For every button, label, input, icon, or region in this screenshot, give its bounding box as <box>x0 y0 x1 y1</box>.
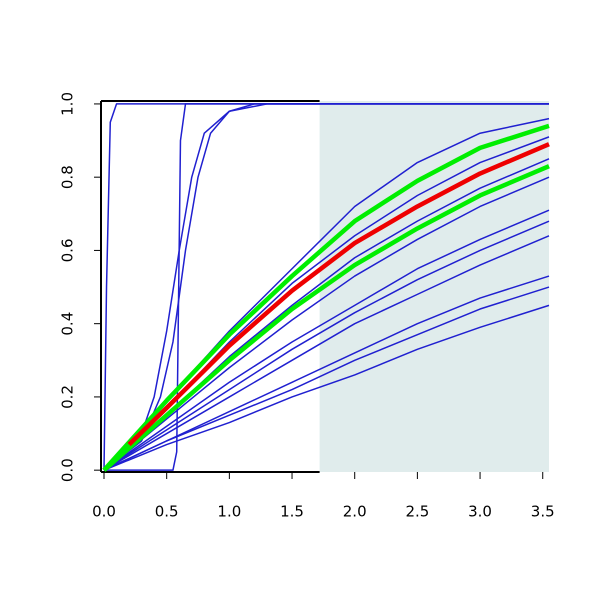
x-tick-label: 2.0 <box>343 503 367 521</box>
y-tick-label: 1.0 <box>59 92 77 116</box>
x-tick-label: 2.5 <box>405 503 429 521</box>
x-tick-label: 1.0 <box>217 503 241 521</box>
line <box>127 142 550 447</box>
line <box>102 123 550 472</box>
x-tick-label: 3.5 <box>531 503 555 521</box>
y-tick-label: 0.6 <box>59 238 77 262</box>
y-tick-label: 0.8 <box>59 165 77 189</box>
line <box>102 164 550 472</box>
y-tick-label: 0.2 <box>59 385 77 409</box>
x-tick-label: 0.5 <box>155 503 179 521</box>
x-tick-label: 0.0 <box>92 503 116 521</box>
x-tick-label: 1.5 <box>280 503 304 521</box>
y-tick-label: 0.0 <box>59 458 77 482</box>
line <box>103 103 549 471</box>
x-tick-label: 3.0 <box>468 503 492 521</box>
y-tick-label: 0.4 <box>59 312 77 336</box>
